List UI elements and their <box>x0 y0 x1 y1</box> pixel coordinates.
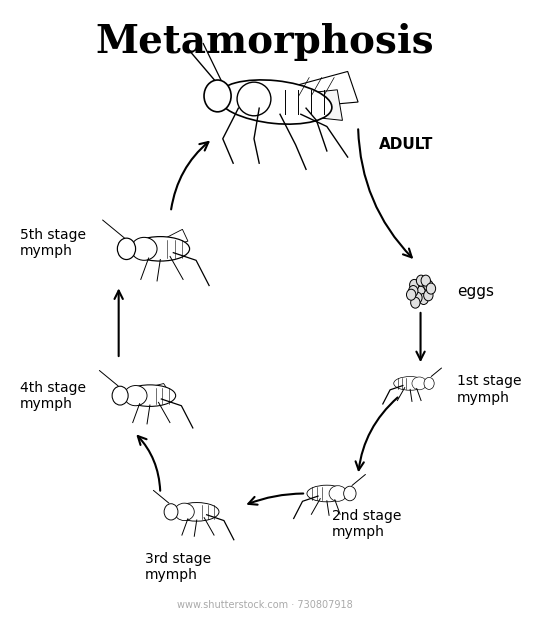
Ellipse shape <box>118 238 136 260</box>
Polygon shape <box>167 229 188 245</box>
Circle shape <box>413 292 422 303</box>
Circle shape <box>409 286 418 296</box>
Circle shape <box>421 275 431 286</box>
Ellipse shape <box>124 385 176 406</box>
Circle shape <box>424 280 433 291</box>
Circle shape <box>416 286 425 297</box>
Circle shape <box>419 293 429 304</box>
Circle shape <box>426 283 436 294</box>
Ellipse shape <box>237 82 271 116</box>
Ellipse shape <box>424 378 434 389</box>
Text: eggs: eggs <box>457 284 494 299</box>
Ellipse shape <box>344 486 356 501</box>
Ellipse shape <box>131 237 157 260</box>
Polygon shape <box>280 71 358 108</box>
Ellipse shape <box>124 386 147 405</box>
Ellipse shape <box>131 237 190 261</box>
Ellipse shape <box>175 503 219 521</box>
Circle shape <box>417 275 426 286</box>
Circle shape <box>406 289 416 300</box>
Ellipse shape <box>307 485 347 502</box>
Circle shape <box>424 290 433 301</box>
Ellipse shape <box>412 377 426 390</box>
Text: 5th stage
mymph: 5th stage mymph <box>20 228 86 258</box>
Text: ADULT: ADULT <box>379 138 433 153</box>
Ellipse shape <box>393 376 426 390</box>
Polygon shape <box>280 90 342 120</box>
Text: www.shutterstock.com · 730807918: www.shutterstock.com · 730807918 <box>177 600 353 609</box>
Text: 2nd stage
mymph: 2nd stage mymph <box>332 509 402 539</box>
Text: 1st stage
mymph: 1st stage mymph <box>457 374 521 405</box>
Ellipse shape <box>329 485 347 502</box>
Text: 3rd stage
mymph: 3rd stage mymph <box>144 552 211 582</box>
Polygon shape <box>202 503 206 509</box>
Polygon shape <box>156 384 167 392</box>
Ellipse shape <box>204 80 231 112</box>
Circle shape <box>411 297 420 308</box>
Text: 4th stage
mymph: 4th stage mymph <box>20 381 86 410</box>
Ellipse shape <box>218 80 332 124</box>
Text: Metamorphosis: Metamorphosis <box>95 22 434 61</box>
Ellipse shape <box>164 503 178 520</box>
Ellipse shape <box>175 503 194 521</box>
Ellipse shape <box>112 386 128 405</box>
Circle shape <box>410 280 419 290</box>
